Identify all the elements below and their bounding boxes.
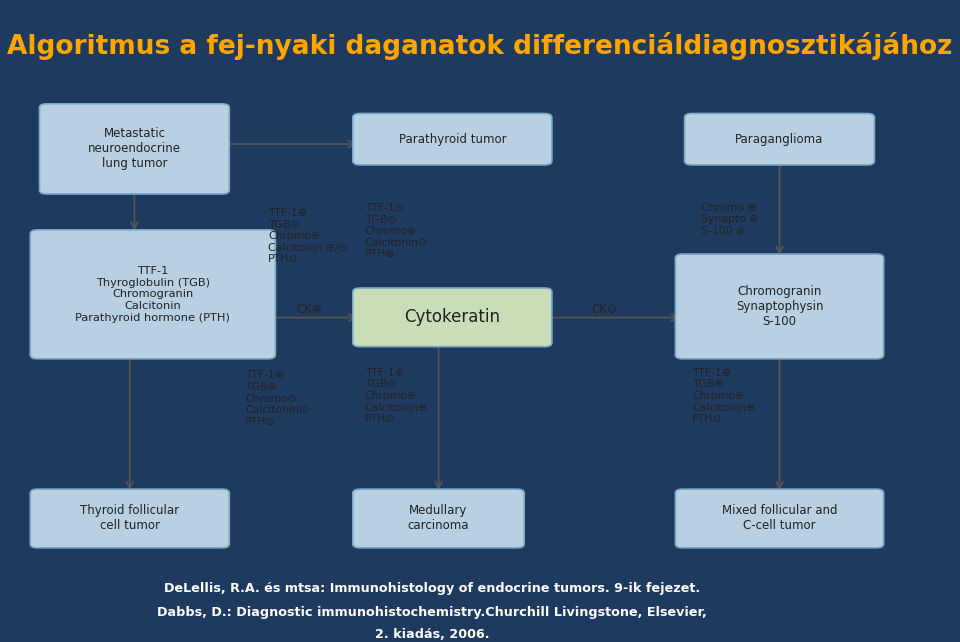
Text: TTF-1
Thyroglobulin (TGB)
Chromogranin
Calcitonin
Parathyroid hormone (PTH): TTF-1 Thyroglobulin (TGB) Chromogranin C…	[76, 266, 230, 322]
Text: DeLellis, R.A. és mtsa: Immunohistology of endocrine tumors. 9-ik fejezet.: DeLellis, R.A. és mtsa: Immunohistology …	[164, 582, 700, 595]
FancyBboxPatch shape	[353, 114, 552, 165]
Text: Medullary
carcinoma: Medullary carcinoma	[408, 505, 469, 532]
Text: Dabbs, D.: Diagnostic immunohistochemistry.Churchill Livingstone, Elsevier,: Dabbs, D.: Diagnostic immunohistochemist…	[157, 606, 707, 619]
Text: 2. kiadás, 2006.: 2. kiadás, 2006.	[374, 628, 490, 641]
FancyBboxPatch shape	[676, 254, 883, 359]
FancyBboxPatch shape	[39, 104, 229, 194]
Text: CK⊙: CK⊙	[591, 303, 617, 317]
Text: TTF-1⊕
TGB⊙
Chromo⊕
Calcitonin ⊕/⊙
PTH⊙: TTF-1⊕ TGB⊙ Chromo⊕ Calcitonin ⊕/⊙ PTH⊙	[268, 208, 348, 265]
Text: Thyroid follicular
cell tumor: Thyroid follicular cell tumor	[81, 505, 180, 532]
Text: CK⊕: CK⊕	[297, 303, 323, 317]
Text: Paraganglioma: Paraganglioma	[735, 133, 824, 146]
FancyBboxPatch shape	[353, 489, 524, 548]
Text: Algoritmus a fej-nyaki daganatok differenciáldiagnosztikájához: Algoritmus a fej-nyaki daganatok differe…	[8, 32, 952, 60]
Text: TTF-1⊕
TGB⊙
Chromo⊕
Calcitonin⊕
PTH⊙: TTF-1⊕ TGB⊙ Chromo⊕ Calcitonin⊕ PTH⊙	[365, 368, 428, 424]
Text: Parathyroid tumor: Parathyroid tumor	[398, 133, 506, 146]
FancyBboxPatch shape	[31, 489, 229, 548]
FancyBboxPatch shape	[684, 114, 875, 165]
Text: TTF-1⊕
TGB⊕
Chromo⊙
Calcitonin⊙
PTH⊙: TTF-1⊕ TGB⊕ Chromo⊙ Calcitonin⊙ PTH⊙	[245, 370, 308, 427]
FancyBboxPatch shape	[676, 489, 883, 548]
Text: Chromogranin
Synaptophysin
S-100: Chromogranin Synaptophysin S-100	[735, 285, 824, 328]
Text: TTF-1⊙
TGB⊙
Chromo⊕
Calcitonin⊙
PTH⊕: TTF-1⊙ TGB⊙ Chromo⊕ Calcitonin⊙ PTH⊕	[365, 203, 428, 259]
Text: TTF-1⊕
TGB⊕
Chromo⊕
Calcitonin⊕
PTH⊙: TTF-1⊕ TGB⊕ Chromo⊕ Calcitonin⊕ PTH⊙	[692, 368, 756, 424]
Text: Cytokeratin: Cytokeratin	[404, 308, 500, 326]
FancyBboxPatch shape	[353, 288, 552, 347]
Text: Chromo ⊕
Synapto ⊕
S-100 ⊕: Chromo ⊕ Synapto ⊕ S-100 ⊕	[701, 203, 758, 236]
FancyBboxPatch shape	[31, 230, 276, 359]
Text: Metastatic
neuroendocrine
lung tumor: Metastatic neuroendocrine lung tumor	[88, 127, 180, 170]
Text: Mixed follicular and
C-cell tumor: Mixed follicular and C-cell tumor	[722, 505, 837, 532]
